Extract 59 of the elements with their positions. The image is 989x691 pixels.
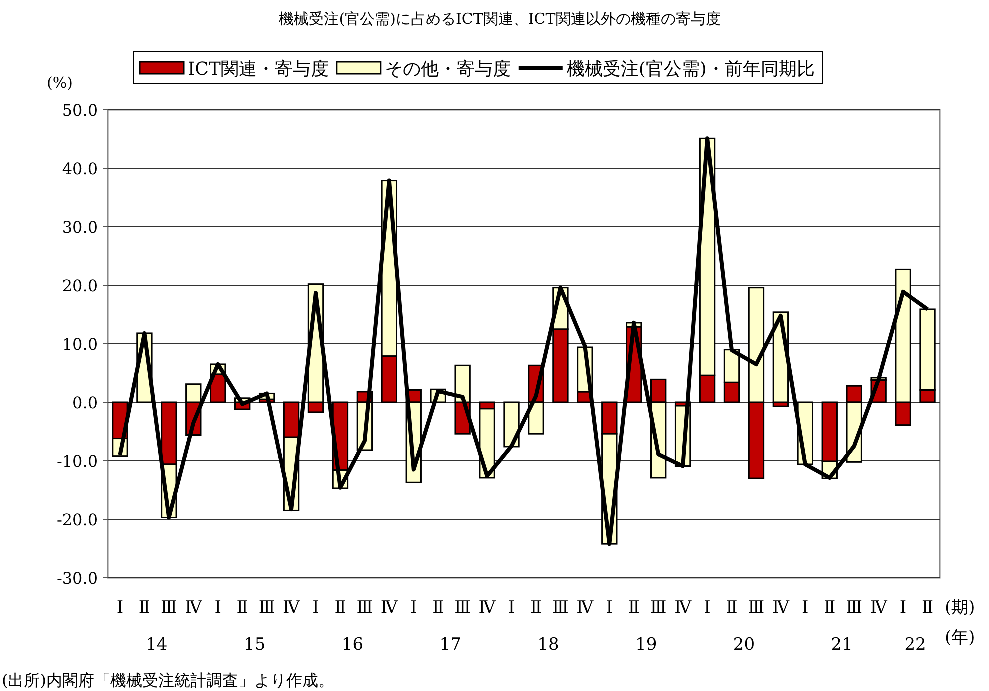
text: (出所)内閣府「機械受注統計調査」より作成。 bbox=[2, 671, 334, 690]
x-tick-label: Ⅳ bbox=[283, 598, 302, 618]
text: 14 bbox=[146, 635, 168, 655]
chart-title: 機械受注(官公需)に占めるICT関連、ICT関連以外の機種の寄与度 bbox=[279, 10, 721, 28]
x-tick-label: Ⅱ bbox=[824, 598, 836, 618]
text: 20 bbox=[733, 635, 756, 655]
y-tick-label: 0.0 bbox=[72, 394, 98, 412]
x-tick-label: Ⅳ bbox=[772, 598, 790, 618]
x-tick-label: Ⅲ bbox=[258, 598, 276, 618]
x-tick-label: Ⅰ bbox=[606, 598, 614, 618]
legend-label: その他・寄与度 bbox=[384, 59, 511, 80]
text: 17 bbox=[440, 635, 462, 655]
x-tick-label: Ⅲ bbox=[454, 598, 472, 618]
x-tick-label: Ⅱ bbox=[726, 598, 738, 618]
y-axis-title: (%) bbox=[47, 74, 73, 92]
text: 15 bbox=[244, 635, 266, 655]
y-tick-label: -30.0 bbox=[56, 569, 98, 588]
y-tick-label: 50.0 bbox=[62, 101, 98, 120]
x-tick-label: Ⅰ bbox=[116, 598, 124, 618]
x-tick-label: Ⅱ bbox=[432, 598, 444, 618]
text: 16 bbox=[342, 635, 364, 655]
x-tick-label: Ⅱ bbox=[922, 598, 934, 618]
text: 21 bbox=[831, 635, 853, 655]
x-tick-label: Ⅲ bbox=[650, 598, 667, 618]
x-tick-label: Ⅲ bbox=[356, 598, 374, 618]
x-tick-label: Ⅰ bbox=[802, 598, 809, 618]
x-tick-label: Ⅱ bbox=[138, 598, 150, 618]
x-tick-label: Ⅳ bbox=[870, 598, 888, 618]
x-tick-label: Ⅰ bbox=[312, 598, 320, 618]
x-tick-label: Ⅲ bbox=[846, 598, 863, 618]
text: 18 bbox=[538, 635, 560, 655]
x-axis-title: (期) (年) bbox=[945, 598, 976, 648]
y-tick-label: -20.0 bbox=[56, 510, 98, 530]
x-tick-label: Ⅲ bbox=[160, 598, 178, 618]
y-tick-label: 10.0 bbox=[62, 335, 98, 354]
y-tick-label: -10.0 bbox=[56, 452, 98, 471]
y-tick-label: 20.0 bbox=[62, 276, 98, 296]
text: 22 bbox=[904, 635, 926, 655]
x-tick-label: Ⅰ bbox=[704, 598, 711, 618]
text: 19 bbox=[636, 635, 658, 655]
x-tick-label: Ⅱ bbox=[236, 598, 248, 618]
x-tick-label: Ⅲ bbox=[748, 598, 765, 618]
x-tick-label: Ⅳ bbox=[478, 598, 497, 618]
x-tick-label: Ⅰ bbox=[508, 598, 516, 618]
legend-label: ICT関連・寄与度 bbox=[188, 59, 329, 80]
x-tick-label: Ⅱ bbox=[530, 598, 542, 618]
x-tick-label: Ⅱ bbox=[334, 598, 346, 618]
legend-label: 機械受注(官公需)・前年同期比 bbox=[566, 59, 815, 80]
x-tick-label: Ⅱ bbox=[628, 598, 640, 618]
y-tick-label: 40.0 bbox=[62, 160, 98, 178]
x-tick-label: Ⅳ bbox=[185, 598, 204, 618]
y-tick-label: 30.0 bbox=[62, 218, 98, 237]
x-tick-label: Ⅰ bbox=[900, 598, 907, 618]
x-tick-label: Ⅳ bbox=[674, 598, 693, 618]
x-tick-label: Ⅲ bbox=[552, 598, 569, 618]
x-tick-label: Ⅰ bbox=[410, 598, 418, 618]
x-tick-label: Ⅳ bbox=[380, 598, 399, 618]
x-tick-label: Ⅰ bbox=[214, 598, 222, 618]
x-tick-label: Ⅳ bbox=[576, 598, 595, 618]
